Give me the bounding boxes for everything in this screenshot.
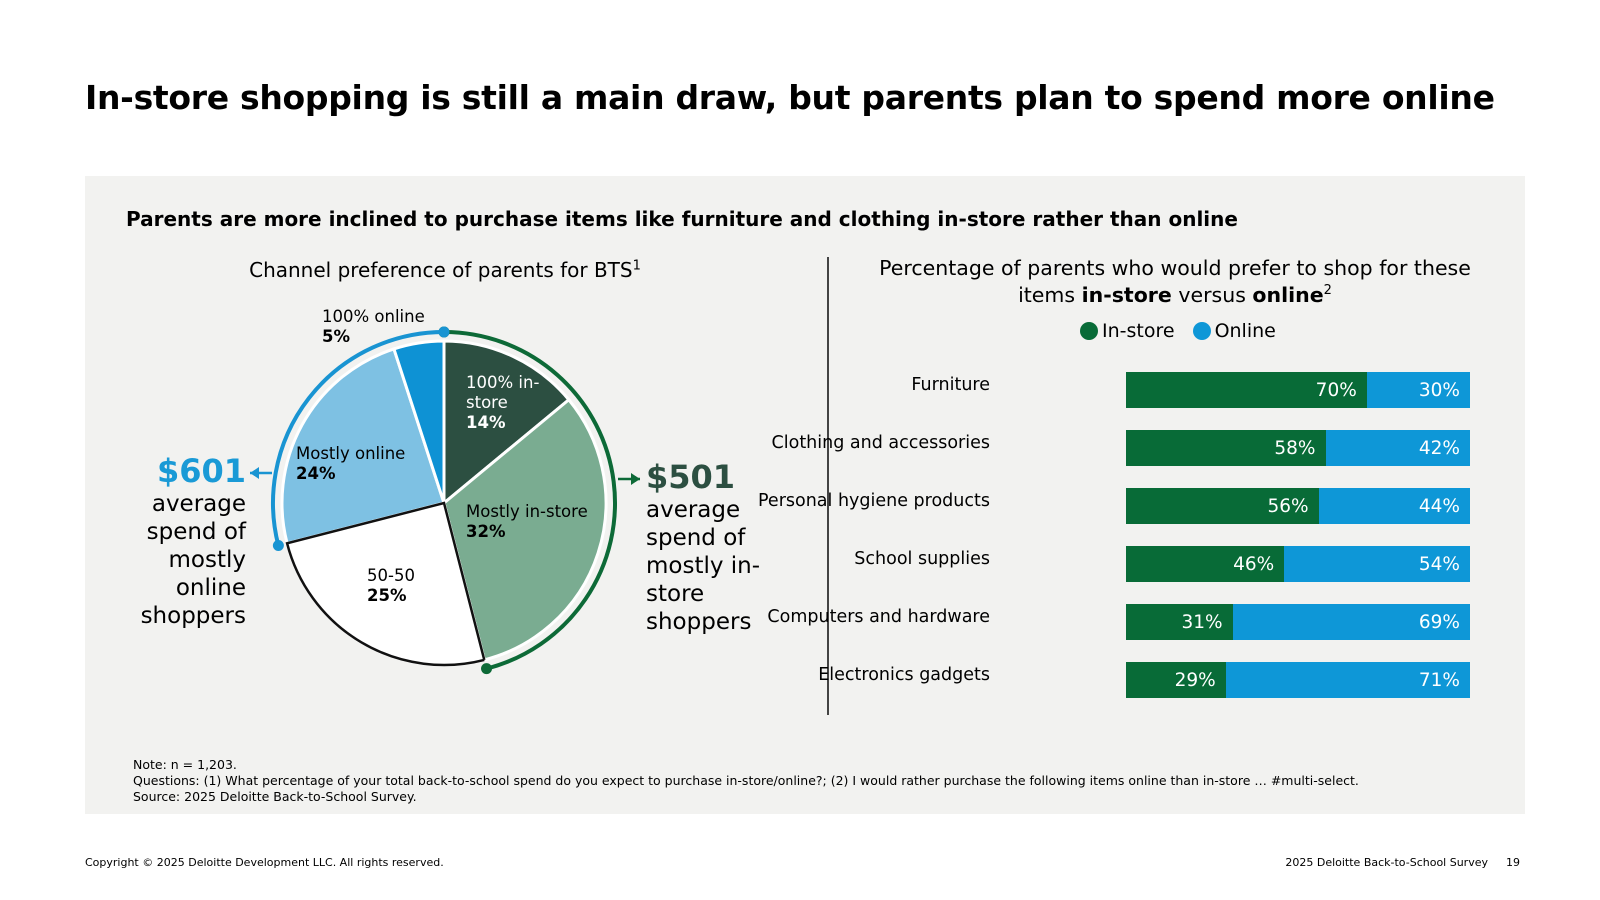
instore-arrow-head [631, 473, 640, 485]
bar-row: Personal hygiene products 56% 44% [758, 488, 1470, 524]
bar-category-label: Computers and hardware [767, 607, 990, 627]
page-number: 19 [1506, 856, 1520, 869]
online-bracket-arc [271, 330, 445, 547]
legend-swatch-online [1192, 322, 1211, 340]
bar-segment-instore: 31% [1126, 604, 1233, 640]
bar-segment-online: 71% [1225, 662, 1470, 698]
bar-data-label: 54% [1418, 554, 1460, 575]
spend-callout-online: $601 average spend of mostly online shop… [106, 452, 246, 630]
bar-category-label: Furniture [911, 375, 990, 395]
legend-label-instore: In-store [1102, 320, 1175, 342]
bar-row: Electronics gadgets 29% 71% [818, 662, 1470, 698]
bar-data-label: 30% [1418, 380, 1460, 401]
bar-row: Clothing and accessories 58% 42% [772, 430, 1470, 466]
online-arrow-head [250, 467, 259, 479]
bar-data-label: 46% [1233, 554, 1275, 575]
bar-row: Computers and hardware 31% 69% [767, 604, 1470, 640]
bar-track: 58% 42% [1126, 430, 1470, 466]
bar-data-label: 56% [1267, 496, 1309, 517]
bar-segment-online: 44% [1318, 488, 1470, 524]
bar-data-label: 69% [1418, 612, 1460, 633]
pie-label-100-instore: 100% in-store 14% [466, 373, 540, 432]
bar-track: 31% 69% [1126, 604, 1470, 640]
bar-segment-online: 42% [1325, 430, 1470, 466]
bar-category-label: School supplies [854, 549, 990, 569]
bar-data-label: 58% [1274, 438, 1316, 459]
spend-amount-online: $601 [156, 452, 246, 490]
footer-right: 2025 Deloitte Back-to-School Survey 19 [1285, 856, 1520, 869]
vertical-divider [827, 257, 829, 715]
bar-chart-title: Percentage of parents who would prefer t… [879, 256, 1471, 307]
bar-segment-instore: 46% [1126, 546, 1285, 582]
pie-label-fifty-fifty: 50-50 25% [367, 566, 415, 605]
bar-track: 46% 54% [1126, 546, 1470, 582]
bar-segment-instore: 58% [1126, 430, 1326, 466]
bar-segment-online: 30% [1366, 372, 1470, 408]
pie-label-100-online: 100% online 5% [322, 307, 425, 346]
pie-chart-title: Channel preference of parents for BTS1 [249, 258, 641, 282]
pie-slice-100-online [392, 339, 446, 504]
spend-amount-instore: $501 [646, 458, 736, 496]
spend-description-instore: average spend of mostly in-store shopper… [646, 497, 761, 635]
bar-data-label: 44% [1418, 496, 1460, 517]
bar-row: School supplies 46% 54% [854, 546, 1470, 582]
legend-swatch-instore [1080, 322, 1098, 340]
bar-segment-online: 69% [1232, 604, 1470, 640]
survey-name: 2025 Deloitte Back-to-School Survey [1285, 856, 1488, 869]
bar-category-label: Clothing and accessories [771, 433, 990, 453]
footnotes: Note: n = 1,203. Questions: (1) What per… [133, 757, 1359, 805]
pie-slice-mostly-online [280, 347, 446, 546]
spend-description-online: average spend of mostly online shoppers [140, 491, 246, 629]
instore-bracket-arc-end-dot [481, 663, 493, 675]
instore-bracket-arc [443, 330, 618, 671]
bar-segment-instore: 29% [1126, 662, 1226, 698]
legend-item-online: Online [1192, 320, 1276, 342]
page-title: In-store shopping is still a main draw, … [85, 78, 1495, 117]
bar-track: 56% 44% [1126, 488, 1470, 524]
bar-track: 29% 71% [1126, 662, 1470, 698]
bar-segment-instore: 56% [1126, 488, 1319, 524]
bar-category-label: Electronics gadgets [818, 665, 990, 685]
bar-data-label: 70% [1315, 380, 1357, 401]
spend-callout-instore: $501 average spend of mostly in-store sh… [646, 458, 776, 636]
bar-chart-legend: In-store Online [1080, 320, 1276, 342]
online-bracket-arc-end-dot [438, 326, 450, 338]
panel-subtitle: Parents are more inclined to purchase it… [126, 207, 1238, 231]
pie-label-mostly-online: Mostly online 24% [296, 444, 406, 483]
source-line: Source: 2025 Deloitte Back-to-School Sur… [133, 789, 417, 804]
bar-segment-instore: 70% [1126, 372, 1367, 408]
pie-slice-100-instore [442, 339, 571, 507]
bar-data-label: 42% [1418, 438, 1460, 459]
online-bracket-arc-start-dot [272, 540, 284, 552]
bar-segment-online: 54% [1284, 546, 1470, 582]
bar-row: Furniture 70% 30% [880, 372, 1470, 408]
bar-category-label: Personal hygiene products [758, 491, 990, 511]
note-line: Note: n = 1,203. [133, 757, 237, 772]
pie-label-mostly-instore: Mostly in-store 32% [466, 502, 588, 541]
bar-data-label: 71% [1418, 670, 1460, 691]
pie-slice-fifty-fifty-outline [285, 501, 486, 667]
bar-track: 70% 30% [1126, 372, 1470, 408]
legend-label-online: Online [1214, 320, 1276, 342]
questions-line: Questions: (1) What percentage of your t… [133, 773, 1359, 788]
legend-item-instore: In-store [1080, 320, 1175, 342]
bar-data-label: 31% [1181, 612, 1223, 633]
bar-data-label: 29% [1174, 670, 1216, 691]
copyright: Copyright © 2025 Deloitte Development LL… [85, 856, 444, 869]
pie-slice-mostly-instore [442, 397, 608, 662]
